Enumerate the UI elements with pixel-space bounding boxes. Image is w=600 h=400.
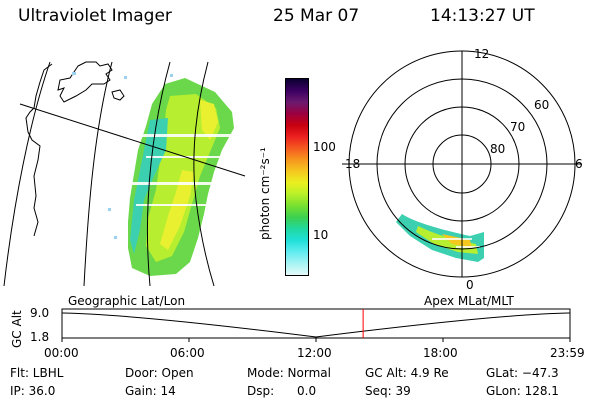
mlt-label-18: 18 bbox=[345, 157, 361, 171]
colorbar-tick-10: 10 bbox=[313, 228, 329, 242]
polar-grid bbox=[342, 50, 582, 278]
timeline-x-tick-3: 18:00 bbox=[423, 346, 458, 360]
status-glon: GLon: 128.1 bbox=[486, 384, 559, 398]
timeline-x-tick-1: 06:00 bbox=[170, 346, 205, 360]
status-gc-alt: GC Alt: 4.9 Re bbox=[365, 366, 449, 380]
coastline-outline bbox=[25, 61, 125, 237]
timeline-x-tick-2: 12:00 bbox=[297, 346, 332, 360]
status-door: Door: Open bbox=[125, 366, 194, 380]
status-glat: GLat: −47.3 bbox=[486, 366, 559, 380]
timeline-x-tick-4: 23:59 bbox=[550, 346, 585, 360]
timeline-left-label: Geographic Lat/Lon bbox=[68, 294, 186, 308]
status-flt: Flt: LBHL bbox=[10, 366, 64, 380]
timeline-frame bbox=[61, 308, 571, 339]
timeline-right-label: Apex MLat/MLT bbox=[424, 294, 514, 308]
status-seq: Seq: 39 bbox=[365, 384, 411, 398]
status-dsp: Dsp: 0.0 bbox=[247, 384, 317, 398]
mlat-label-70: 70 bbox=[510, 120, 526, 134]
instrument-title: Ultraviolet Imager bbox=[18, 6, 172, 26]
status-gain: Gain: 14 bbox=[125, 384, 176, 398]
mlat-label-80: 80 bbox=[490, 142, 506, 156]
status-mode: Mode: Normal bbox=[247, 366, 331, 380]
mlt-label-12: 12 bbox=[474, 47, 490, 61]
mlat-label-60: 60 bbox=[534, 98, 550, 112]
mlt-label-0: 0 bbox=[466, 278, 474, 292]
aurora-swath bbox=[72, 72, 236, 276]
colorbar bbox=[285, 78, 309, 276]
timeline-ticks bbox=[61, 338, 571, 342]
map-gridlines bbox=[3, 61, 246, 287]
timeline-y-tick-top: 9.0 bbox=[30, 306, 50, 320]
timeline-x-tick-0: 00:00 bbox=[44, 346, 79, 360]
date-label: 25 Mar 07 bbox=[273, 6, 360, 26]
status-ip: IP: 36.0 bbox=[10, 384, 56, 398]
altitude-curve bbox=[61, 312, 571, 338]
timeline-y-tick-bottom: 1.8 bbox=[30, 330, 50, 344]
time-label: 14:13:27 UT bbox=[430, 6, 535, 26]
mlt-label-6: 6 bbox=[575, 157, 583, 171]
colorbar-tick-100: 100 bbox=[313, 140, 336, 154]
